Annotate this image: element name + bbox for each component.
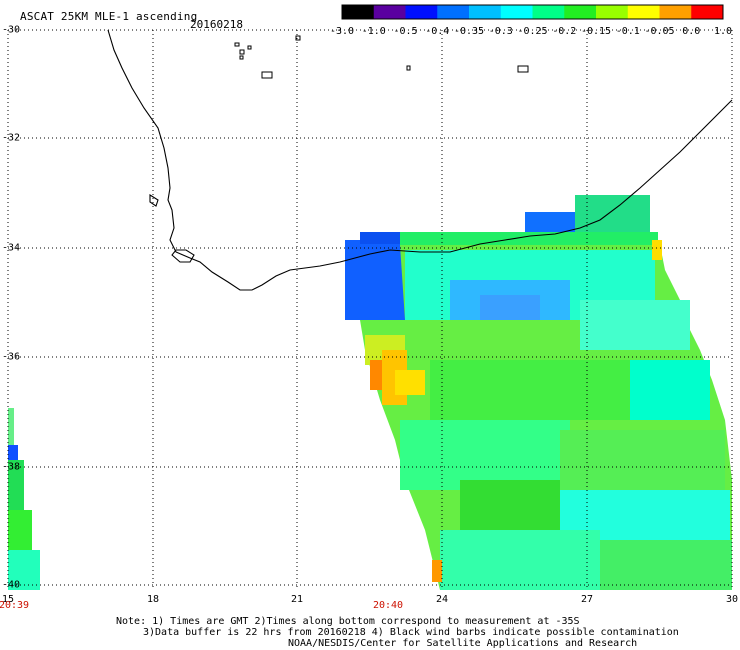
colorbar-tick-label: -0.4: [425, 26, 450, 37]
colorbar-tick-label: -0.1: [615, 26, 640, 37]
colorbar-swatch: [596, 5, 629, 19]
colorbar-swatch: [405, 5, 438, 19]
islands: [234, 35, 529, 79]
longitude-label: 27: [580, 594, 594, 605]
longitude-label: 21: [290, 594, 304, 605]
colorbar-swatch: [342, 5, 375, 19]
product-title: ASCAT 25KM MLE-1 ascending: [20, 10, 198, 23]
latitude-label: -38: [2, 461, 21, 473]
colorbar-tick-label: -0.25: [517, 26, 548, 37]
note-line-1: Note: 1) Times are GMT 2)Times along bot…: [116, 616, 580, 627]
latitude-label: -34: [2, 242, 21, 254]
longitude-label: 18: [146, 594, 160, 605]
colorbar-swatch: [469, 5, 502, 19]
colorbar-tick-label: -0.15: [580, 26, 612, 37]
colorbar-tick-label: -3.0: [329, 26, 355, 37]
longitude-label: 30: [725, 594, 739, 605]
time-label-east: 20:40: [372, 600, 404, 611]
wind-swath-main: [345, 195, 732, 590]
colorbar-tick-label: 1.0: [713, 26, 733, 37]
colorbar-tick-label: -0.35: [453, 26, 485, 37]
note-line-2: 3)Data buffer is 22 hrs from 20160218 4)…: [143, 627, 679, 638]
colorbar-swatch: [500, 5, 533, 19]
colorbar-swatches: [342, 5, 724, 19]
latitude-label: -32: [2, 132, 21, 144]
colorbar: [341, 4, 724, 20]
graticule: [7, 29, 733, 590]
colorbar-tick-label: -0.5: [393, 26, 418, 37]
colorbar-swatch: [691, 5, 724, 19]
colorbar-swatch: [627, 5, 660, 19]
colorbar-swatch: [564, 5, 597, 19]
wind-swath-west: [8, 408, 40, 590]
latitude-label: -40: [2, 579, 21, 591]
longitude-label: 15: [1, 594, 15, 605]
latitude-label: -36: [2, 351, 21, 363]
colorbar-tick-label: -1.0: [361, 26, 386, 37]
colorbar-tick-label: -0.05: [644, 26, 675, 37]
colorbar-swatch: [437, 5, 470, 19]
time-label-west: 20:39: [0, 600, 30, 611]
colorbar-swatch: [532, 5, 565, 19]
colorbar-tick-label: -0.3: [488, 26, 513, 37]
latitude-label: -30: [2, 24, 21, 36]
colorbar-swatch: [659, 5, 692, 19]
product-date: 20160218: [190, 18, 243, 31]
colorbar-tick-label: 0.0: [682, 26, 701, 37]
colorbar-frame: [341, 4, 724, 20]
coastline: [107, 29, 733, 291]
colorbar-swatch: [373, 5, 406, 19]
note-line-3: NOAA/NESDIS/Center for Satellite Applica…: [288, 638, 638, 649]
colorbar-tick-label: -0.2: [552, 26, 577, 37]
longitude-label: 24: [435, 594, 449, 605]
